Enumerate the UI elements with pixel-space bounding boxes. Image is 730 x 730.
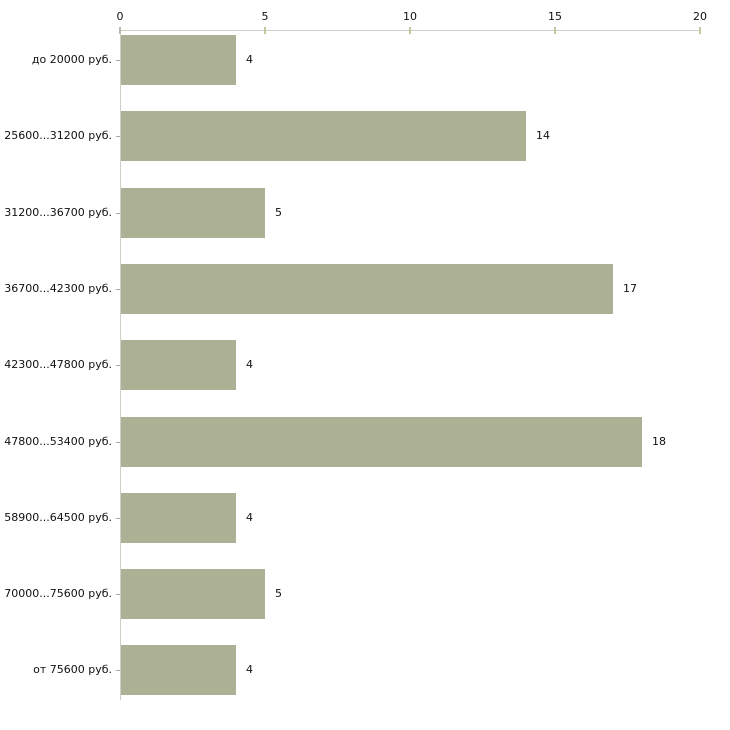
bar — [121, 645, 236, 696]
x-tick-mark — [119, 27, 121, 34]
category-label: 47800...53400 руб. — [4, 434, 112, 448]
value-label: 17 — [623, 281, 637, 295]
x-tick-mark — [554, 27, 556, 34]
category-tick-mark — [116, 594, 120, 596]
category-label: до 20000 руб. — [31, 53, 112, 66]
x-tick-label: 5 — [261, 10, 269, 23]
x-tick-label: 0 — [116, 10, 124, 23]
value-label: 14 — [536, 129, 550, 143]
bar — [121, 187, 265, 238]
category-tick-mark — [116, 670, 120, 672]
category-tick-mark — [116, 136, 120, 138]
category-tick-mark — [116, 441, 120, 443]
bar — [121, 35, 236, 85]
value-label: 4 — [246, 358, 253, 372]
value-label: 18 — [652, 434, 666, 448]
category-tick-mark — [116, 212, 120, 214]
x-tick-label: 20 — [693, 10, 707, 23]
category-label: 36700...42300 руб. — [4, 281, 112, 295]
category-label: от 75600 руб. — [33, 663, 112, 677]
category-tick-mark — [116, 517, 120, 519]
bar — [121, 340, 236, 391]
category-tick-mark — [116, 365, 120, 367]
value-label: 4 — [246, 510, 253, 524]
bar — [121, 569, 265, 620]
x-tick-mark — [409, 27, 411, 34]
value-label: 5 — [275, 205, 282, 219]
bar — [121, 263, 613, 314]
bar — [121, 492, 236, 543]
value-label: 4 — [246, 663, 253, 677]
y-axis-line — [120, 30, 121, 700]
value-label: 4 — [246, 53, 253, 66]
x-tick-label: 10 — [403, 10, 417, 23]
x-tick-label: 15 — [548, 10, 562, 23]
category-tick-mark — [116, 60, 120, 61]
bar — [121, 111, 526, 162]
category-label: 31200...36700 руб. — [4, 205, 112, 219]
bar — [121, 416, 642, 467]
category-label: 58900...64500 руб. — [4, 510, 112, 524]
x-tick-mark — [699, 27, 701, 34]
value-label: 5 — [275, 587, 282, 601]
category-label: 70000...75600 руб. — [4, 587, 112, 601]
category-label: 25600...31200 руб. — [4, 129, 112, 143]
category-label: 42300...47800 руб. — [4, 358, 112, 372]
category-tick-mark — [116, 288, 120, 290]
x-tick-mark — [264, 27, 266, 34]
